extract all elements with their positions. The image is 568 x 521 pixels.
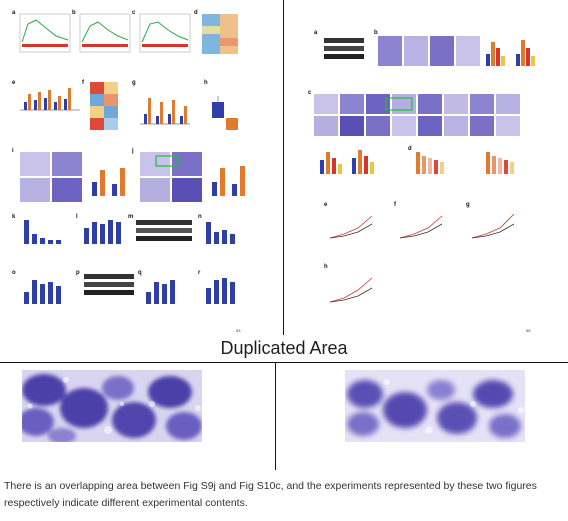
panel-letter-g: g [466,202,470,208]
bar-chart-q [146,280,175,304]
panel-letter-g: g [132,80,136,86]
stain-images-j [140,152,202,202]
western-blot-a [324,38,364,59]
boxplot-h [212,96,238,130]
gsea-plot-c [139,13,191,53]
bar-chart-n [206,222,235,244]
caption-text: There is an overlapping area between Fig… [4,480,537,509]
western-blot-m [136,220,192,241]
panel-letter-c: c [132,10,136,16]
panel-letter-p: p [76,270,80,276]
panel-letter-j: j [132,148,134,154]
panel-letter-f: f [394,202,396,208]
gsea-plot-a [19,13,71,53]
heatmap-f [90,82,118,130]
duplicated-area-heading: Duplicated Area [220,338,348,358]
panel-letter-r: r [198,270,201,276]
panel-letter-k: k [12,214,16,220]
panel-letter-a: a [314,30,318,36]
bar-chart-i2 [92,168,125,196]
panel-letter-n: n [198,214,202,220]
left-page-number: 53 [236,328,241,332]
left-figure-montage [19,13,245,304]
bar-chart-r [206,278,235,304]
panel-letter-e: e [324,202,328,208]
panel-letter-q: q [138,270,142,276]
panel-letter-d: d [408,146,412,152]
panel-letter-i: i [12,148,14,154]
panel-letter-e: e [12,80,16,86]
crop-left-image [22,370,202,442]
western-blot-p [84,274,134,295]
heatmap-d [202,14,238,54]
panel-letter-l: l [76,214,78,220]
panel-letter-m: m [128,214,134,220]
duplicated-crop-right [345,370,525,442]
growth-curve-h [329,277,373,303]
stain-grid-c [314,94,520,136]
panel-letter-f: f [82,80,84,86]
right-figure-montage [314,36,535,303]
bar-chart-j2 [212,166,245,196]
left-source-figure: a b c d e f g h i j k l m n o p q r 53 [6,2,276,332]
duplicated-crop-left [22,370,202,442]
bar-chart-d2 [486,152,514,174]
panel-letter-a: a [12,10,16,16]
bar-chart-b2 [486,40,535,66]
growth-curves-efg [329,213,515,239]
horizontal-divider [0,362,568,363]
right-source-figure: a b c d e f g h 55 [290,2,562,332]
panel-letter-b: b [374,30,378,36]
panel-letter-h: h [204,80,208,86]
panel-letter-b: b [72,10,76,16]
panel-letter-c: c [308,90,312,96]
panel-letter-h: h [324,264,328,270]
top-vertical-divider [283,0,284,335]
bar-chart-k [24,220,61,244]
bar-chart-o [24,280,61,304]
bar-chart-c2 [320,150,374,174]
stain-images-i [20,152,82,202]
stain-strip-b [378,36,480,66]
bar-chart-e [20,88,80,111]
panel-letter-d: d [194,10,198,16]
crop-right-image [345,370,525,442]
right-page-number: 55 [526,328,531,332]
bar-chart-g [140,98,190,125]
bar-chart-l [84,220,121,244]
gsea-plot-b [79,13,131,53]
bottom-vertical-divider [275,362,276,470]
panel-letter-o: o [12,270,16,276]
bar-chart-d [416,152,444,174]
